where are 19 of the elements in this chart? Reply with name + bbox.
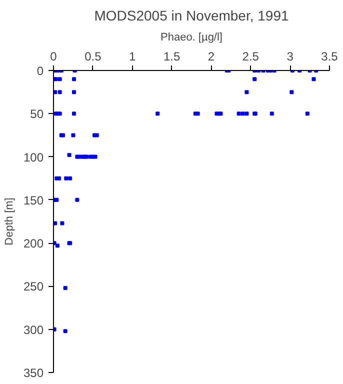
y-tick-label: 300 xyxy=(23,322,44,337)
x-tick-label: 3.5 xyxy=(321,50,338,64)
x-tick-label: 2.5 xyxy=(242,50,260,64)
x-tick-label: 1 xyxy=(129,50,136,64)
x-tick-label: 0.5 xyxy=(84,50,102,64)
x-tick-label: 1.5 xyxy=(163,50,180,64)
y-tick-label: 50 xyxy=(30,107,44,122)
y-tick-label: 150 xyxy=(23,193,44,208)
x-axis-title: Phaeo. [µg/l] xyxy=(160,32,223,44)
y-axis-title: Depth [m] xyxy=(3,198,16,246)
y-tick-label: 100 xyxy=(23,150,44,164)
x-tick-label: 2 xyxy=(208,50,215,64)
y-tick-label: 200 xyxy=(23,236,44,251)
chart-title: MODS2005 in November, 1991 xyxy=(94,8,289,24)
y-tick-label: 0 xyxy=(36,64,44,78)
y-tick-label: 350 xyxy=(23,366,44,380)
x-tick-label: 0 xyxy=(50,50,58,64)
y-tick-label: 250 xyxy=(23,280,44,294)
x-tick-label: 3 xyxy=(286,50,294,64)
